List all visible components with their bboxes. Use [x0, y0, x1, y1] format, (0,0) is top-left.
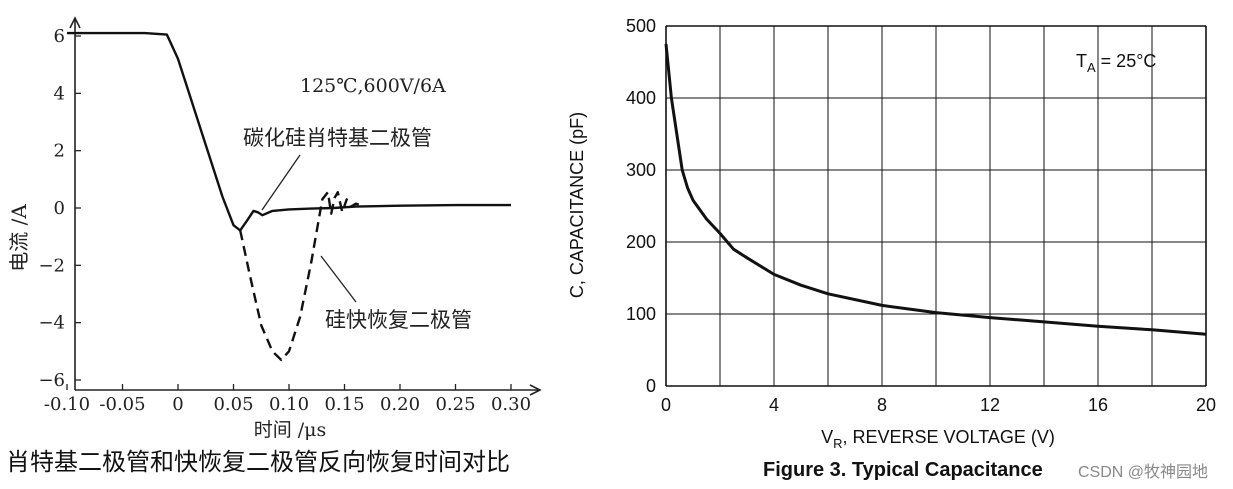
- capacitance-chart: 0 4 8 12 16 20 0 100 200 300 400 500 TA = 25°C C, …: [567, 16, 1216, 481]
- series-capacitance-line: [664, 43, 1207, 336]
- left-x-tick-label: -0.10: [44, 394, 90, 415]
- ta-subscript: A: [1087, 60, 1096, 75]
- left-y-tick-label: 4: [54, 83, 65, 104]
- right-grid: [665, 25, 1207, 387]
- left-x-tick-label: 0.10: [269, 394, 309, 415]
- left-x-axis-label: 时间 /μs: [254, 419, 327, 441]
- right-x-tick-label: 0: [661, 395, 671, 415]
- left-y-tick-label: −2: [38, 255, 65, 276]
- right-y-tick-label: 0: [646, 376, 656, 396]
- right-y-tick-label: 500: [626, 16, 656, 36]
- right-series-line: [664, 43, 1207, 336]
- left-x-axis-arrow: [529, 384, 542, 396]
- left-y-tick-labels: −6 −4 −2 0 2 4 6: [38, 26, 81, 391]
- left-y-tick-label: 2: [54, 141, 65, 162]
- left-y-tick-label: 6: [54, 26, 65, 47]
- right-y-tick-label: 100: [626, 304, 656, 324]
- left-y-tick-label: 0: [54, 198, 65, 219]
- right-y-tick-labels: 0 100 200 300 400 500: [626, 16, 656, 396]
- left-x-tick-label: 0.25: [435, 394, 475, 415]
- left-y-tick-label: −4: [38, 313, 65, 334]
- reverse-recovery-chart: -0.10 -0.05 0 0.05 0.10 0.15 0.20 0.25 0.30 −6 −4…: [6, 16, 542, 476]
- left-y-axis-label: 电流 /A: [7, 204, 31, 272]
- left-x-tick-labels: -0.10 -0.05 0 0.05 0.10 0.15 0.20 0.25 0.30: [44, 384, 531, 415]
- left-axes: [69, 16, 542, 396]
- left-x-tick-label: 0.20: [380, 394, 420, 415]
- left-sic-pointer: [261, 154, 301, 211]
- right-y-axis-label: C, CAPACITANCE (pF): [567, 112, 587, 298]
- left-si-label: 硅快恢复二极管: [325, 308, 472, 332]
- left-x-tick-label: 0: [172, 394, 183, 415]
- left-series-lines: [67, 31, 511, 362]
- right-x-tick-label: 4: [769, 395, 779, 415]
- left-y-axis-arrow: [69, 16, 81, 29]
- left-x-tick-label: -0.05: [99, 394, 145, 415]
- ta-rest: = 25°C: [1096, 51, 1157, 71]
- vr-main: V: [821, 427, 833, 447]
- left-caption: 肖特基二极管和快恢复二极管反向恢复时间对比: [6, 449, 510, 476]
- left-sic-label: 碳化硅肖特基二极管: [243, 126, 432, 150]
- left-x-tick-label: 0.30: [491, 394, 531, 415]
- right-x-tick-labels: 0 4 8 12 16 20: [661, 395, 1216, 415]
- left-si-pointer: [320, 255, 357, 303]
- right-temperature-annotation: TA = 25°C: [1076, 51, 1156, 75]
- vr-rest: , REVERSE VOLTAGE (V): [843, 427, 1055, 447]
- right-x-tick-label: 12: [980, 395, 1000, 415]
- left-x-tick-label: 0.05: [213, 394, 253, 415]
- right-x-tick-label: 16: [1088, 395, 1108, 415]
- left-condition-annotation: 125℃,600V/6A: [300, 75, 446, 97]
- left-y-tick-label: −6: [38, 370, 65, 391]
- right-x-tick-label: 20: [1196, 395, 1216, 415]
- series-si-fast-recovery-line: [239, 190, 362, 362]
- right-chart-title: Figure 3. Typical Capacitance: [763, 459, 1043, 481]
- right-y-tick-label: 400: [626, 88, 656, 108]
- right-x-tick-label: 8: [877, 395, 887, 415]
- right-y-tick-label: 300: [626, 160, 656, 180]
- watermark: CSDN @牧神园地: [1078, 463, 1208, 481]
- left-x-tick-label: 0.15: [324, 394, 364, 415]
- ta-main: T: [1076, 51, 1087, 71]
- right-x-axis-label: VR, REVERSE VOLTAGE (V): [821, 427, 1055, 451]
- vr-subscript: R: [833, 436, 842, 451]
- right-y-tick-label: 200: [626, 232, 656, 252]
